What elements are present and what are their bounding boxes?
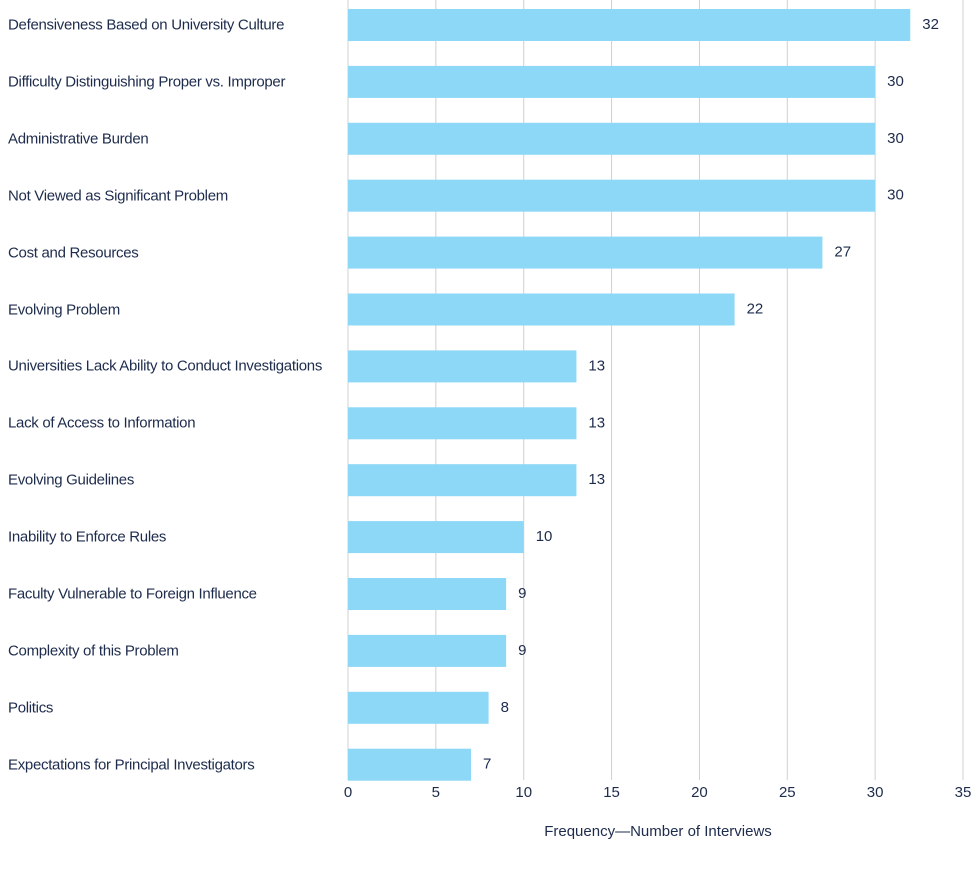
category-label: Politics bbox=[8, 699, 54, 717]
x-tick-label: 5 bbox=[432, 784, 440, 801]
category-label: Expectations for Principal Investigators bbox=[8, 756, 255, 774]
bar bbox=[348, 578, 507, 610]
x-tick-label: 20 bbox=[691, 784, 708, 801]
bar bbox=[348, 521, 524, 554]
value-label: 30 bbox=[887, 73, 904, 90]
value-label: 8 bbox=[501, 699, 509, 716]
category-label: Not Viewed as Significant Problem bbox=[8, 187, 228, 205]
bar bbox=[348, 236, 823, 269]
category-label: Difficulty Distinguishing Proper vs. Imp… bbox=[8, 73, 286, 91]
value-label: 13 bbox=[588, 471, 605, 488]
category-label: Cost and Resources bbox=[8, 244, 139, 262]
x-tick-label: 25 bbox=[779, 784, 796, 801]
category-label: Inability to Enforce Rules bbox=[8, 528, 167, 546]
bar bbox=[348, 179, 876, 212]
value-label: 13 bbox=[588, 357, 605, 374]
bar bbox=[348, 634, 507, 667]
category-label: Complexity of this Problem bbox=[8, 642, 179, 660]
x-axis-title: Frequency—Number of Interviews bbox=[544, 823, 772, 840]
category-label: Faculty Vulnerable to Foreign Influence bbox=[8, 585, 257, 603]
bar bbox=[348, 350, 577, 383]
value-label: 7 bbox=[483, 756, 491, 773]
value-label: 9 bbox=[518, 642, 526, 659]
category-label: Lack of Access to Information bbox=[8, 414, 196, 432]
value-label: 30 bbox=[887, 187, 904, 204]
value-label: 9 bbox=[518, 585, 526, 602]
x-tick-label: 0 bbox=[344, 784, 352, 801]
bar bbox=[348, 407, 577, 440]
bar bbox=[348, 65, 876, 98]
x-tick-label: 10 bbox=[515, 784, 532, 801]
value-label: 22 bbox=[747, 300, 764, 317]
category-label: Evolving Problem bbox=[8, 301, 120, 318]
category-label: Evolving Guidelines bbox=[8, 471, 135, 489]
bar bbox=[348, 691, 489, 724]
value-label: 13 bbox=[588, 414, 605, 431]
bar bbox=[348, 464, 577, 497]
bar bbox=[348, 293, 735, 326]
value-label: 27 bbox=[834, 244, 851, 261]
bar bbox=[348, 122, 876, 155]
x-tick-label: 15 bbox=[603, 784, 620, 801]
category-label: Universities Lack Ability to Conduct Inv… bbox=[8, 357, 323, 375]
bar bbox=[348, 9, 911, 41]
category-label: Administrative Burden bbox=[8, 130, 149, 148]
x-tick-label: 35 bbox=[955, 784, 972, 801]
bar bbox=[348, 748, 471, 781]
category-label: Defensiveness Based on University Cultur… bbox=[8, 16, 285, 34]
value-label: 32 bbox=[922, 16, 939, 33]
value-label: 10 bbox=[536, 528, 553, 545]
value-label: 30 bbox=[887, 130, 904, 147]
x-tick-label: 30 bbox=[867, 784, 884, 801]
